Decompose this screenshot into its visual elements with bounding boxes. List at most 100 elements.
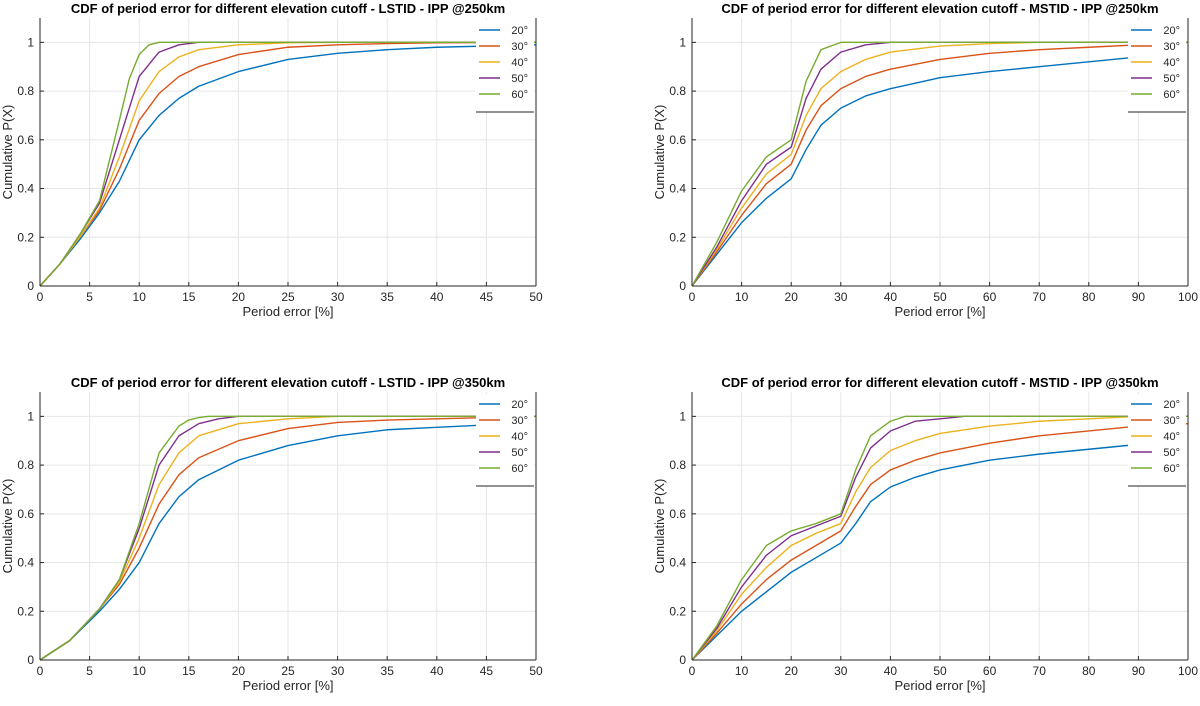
legend-box	[1128, 394, 1186, 486]
y-tick-label: 0	[27, 653, 34, 667]
legend-label: 20°	[1163, 25, 1180, 37]
legend: 20° 30° 40° 50° 60°	[476, 394, 534, 487]
y-tick-label: 0.6	[669, 507, 686, 521]
legend-label: 20°	[511, 399, 528, 411]
x-tick-label: 15	[182, 290, 196, 304]
y-tick-label: 0.2	[17, 230, 34, 244]
series-line-60deg	[39, 41, 536, 287]
x-tick-label: 30	[331, 290, 345, 304]
y-tick-label: 1	[679, 35, 686, 49]
x-tick-label: 0	[689, 290, 696, 304]
x-tick-label: 40	[884, 664, 898, 678]
x-tick-label: 50	[933, 664, 947, 678]
x-axis-label: Period error [%]	[894, 304, 985, 319]
x-tick-label: 50	[933, 290, 947, 304]
x-tick-label: 80	[1082, 290, 1096, 304]
x-tick-label: 100	[1178, 664, 1198, 678]
x-tick-label: 5	[86, 664, 93, 678]
y-tick-label: 0.8	[669, 458, 686, 472]
y-tick-label: 0.4	[17, 556, 34, 570]
x-tick-label: 60	[983, 290, 997, 304]
x-tick-label: 40	[884, 290, 898, 304]
legend-label: 30°	[511, 41, 528, 53]
x-tick-label: 15	[182, 664, 196, 678]
legend-label: 60°	[511, 89, 528, 101]
chart-panel-1: 0 5 10 15 20 25 30 35 40 45 50 0 0.2 0.4 0.6 0.8 1 CDF of…	[0, 1, 543, 319]
x-tick-label: 20	[232, 290, 246, 304]
legend-label: 40°	[511, 431, 528, 443]
legend-label: 20°	[511, 25, 528, 37]
y-tick-label: 0.6	[669, 133, 686, 147]
chart-panel-4: 0 10 20 30 40 50 60 70 80 90 100 0 0.2 0.4 0.6 0.8 1 CDF …	[652, 375, 1198, 693]
y-axis-label: Cumulative P(X)	[0, 105, 15, 200]
legend-label: 20°	[1163, 399, 1180, 411]
x-tick-label: 90	[1132, 664, 1146, 678]
series-line-30deg	[691, 422, 1189, 661]
x-tick-label: 80	[1082, 664, 1096, 678]
y-tick-label: 0.6	[17, 133, 34, 147]
chart-title: CDF of period error for different elevat…	[71, 1, 505, 16]
x-tick-label: 30	[834, 664, 848, 678]
y-tick-label: 0.8	[17, 84, 34, 98]
y-tick-label: 0.4	[669, 556, 686, 570]
x-tick-label: 20	[785, 664, 799, 678]
legend: 20° 30° 40° 50° 60°	[1128, 20, 1186, 113]
x-tick-label: 10	[735, 290, 749, 304]
x-tick-label: 25	[281, 290, 295, 304]
x-tick-label: 20	[785, 290, 799, 304]
chart-title: CDF of period error for different elevat…	[71, 375, 505, 390]
y-tick-label: 0.8	[669, 84, 686, 98]
x-tick-label: 50	[529, 290, 543, 304]
x-tick-label: 30	[331, 664, 345, 678]
x-tick-label: 40	[430, 664, 444, 678]
x-tick-label: 90	[1132, 290, 1146, 304]
legend-label: 50°	[511, 73, 528, 85]
series-line-40deg	[691, 415, 1188, 661]
y-tick-label: 0	[27, 279, 34, 293]
legend-label: 40°	[511, 57, 528, 69]
x-axis-label: Period error [%]	[242, 678, 333, 693]
legend-label: 60°	[511, 463, 528, 475]
chart-panel-2: 0 10 20 30 40 50 60 70 80 90 100 0 0.2 0.4 0.6 0.8 1 CDF …	[652, 1, 1198, 319]
x-tick-label: 45	[480, 290, 494, 304]
x-tick-label: 5	[86, 290, 93, 304]
x-tick-label: 10	[133, 290, 147, 304]
legend-box	[476, 20, 534, 112]
x-tick-label: 20	[232, 664, 246, 678]
legend: 20° 30° 40° 50° 60°	[476, 20, 534, 113]
series-line-20deg	[39, 44, 537, 287]
legend-label: 30°	[1163, 415, 1180, 427]
y-tick-label: 0.2	[17, 604, 34, 618]
y-axis-label: Cumulative P(X)	[652, 105, 667, 200]
legend-label: 60°	[1163, 89, 1180, 101]
y-tick-label: 1	[679, 409, 686, 423]
y-axis-label: Cumulative P(X)	[0, 479, 15, 574]
x-tick-label: 0	[37, 664, 44, 678]
legend: 20° 30° 40° 50° 60°	[1128, 394, 1186, 487]
x-tick-label: 70	[1033, 664, 1047, 678]
chart-title: CDF of period error for different elevat…	[721, 375, 1158, 390]
y-tick-label: 0.6	[17, 507, 34, 521]
y-tick-label: 0	[679, 279, 686, 293]
y-axis-label: Cumulative P(X)	[652, 479, 667, 574]
x-tick-label: 0	[689, 664, 696, 678]
x-tick-label: 10	[133, 664, 147, 678]
legend-label: 60°	[1163, 463, 1180, 475]
legend-box	[1128, 20, 1186, 112]
series-line-60deg	[39, 415, 536, 661]
legend-label: 50°	[511, 447, 528, 459]
x-tick-label: 25	[281, 664, 295, 678]
series-line-20deg	[39, 424, 487, 661]
chart-panel-3: 0 5 10 15 20 25 30 35 40 45 50 0 0.2 0.4 0.6 0.8 1 CDF of…	[0, 375, 543, 693]
series-line-60deg	[691, 41, 1188, 287]
series-line-30deg	[691, 41, 1189, 287]
legend-box	[476, 394, 534, 486]
legend-label: 40°	[1163, 431, 1180, 443]
y-tick-label: 0.4	[17, 182, 34, 196]
x-axis-label: Period error [%]	[242, 304, 333, 319]
y-tick-label: 0	[679, 653, 686, 667]
x-tick-label: 70	[1033, 290, 1047, 304]
x-tick-label: 30	[834, 290, 848, 304]
